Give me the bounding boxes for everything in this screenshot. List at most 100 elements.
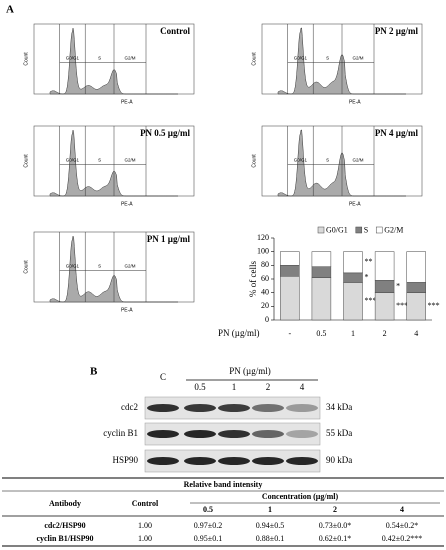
band — [218, 430, 250, 438]
y-axis-label: % of cells — [248, 261, 258, 297]
table-cell: 0.73±0.0* — [319, 521, 351, 530]
table-cell: Concentration (µg/ml) — [262, 492, 339, 501]
y-tick-label: 100 — [257, 246, 269, 255]
row-label: HSP90 — [112, 455, 138, 465]
table-cell: 4 — [400, 505, 404, 514]
significance-label: * — [364, 272, 368, 281]
table-cell: Antibody — [49, 499, 81, 508]
band — [286, 457, 318, 465]
y-tick-label: 120 — [257, 233, 269, 242]
x-axis-label: PE-A — [121, 99, 133, 105]
row-label: cyclin B1 — [103, 428, 138, 438]
band — [184, 430, 216, 438]
band — [218, 404, 250, 412]
bar-segment — [311, 277, 332, 321]
gate-label: G0/G1 — [66, 264, 80, 269]
significance-label: *** — [396, 301, 408, 310]
gate-label: G2/M — [352, 158, 363, 163]
bar-segment — [374, 292, 395, 321]
gate-label: G0/G1 — [66, 56, 80, 61]
table-cell: 0.54±0.2* — [386, 521, 418, 530]
band — [147, 430, 179, 438]
lane-label: 4 — [300, 382, 305, 392]
y-axis-label: Count — [23, 260, 29, 274]
bar-segment — [280, 265, 300, 277]
bar-segment — [311, 251, 332, 267]
bar-segment — [374, 251, 395, 281]
size-label: 55 kDa — [326, 428, 352, 438]
lane-label: 1 — [232, 382, 237, 392]
bar-segment — [280, 276, 300, 321]
table-cell: Relative band intensity — [184, 480, 263, 489]
gate-label: S — [326, 158, 329, 163]
size-label: 34 kDa — [326, 402, 352, 412]
band — [286, 430, 318, 438]
gate-label: S — [98, 264, 101, 269]
y-axis-label: Count — [23, 52, 29, 66]
size-label: 90 kDa — [326, 455, 352, 465]
treatment-label: PN (µg/ml) — [229, 366, 270, 376]
bar-segment — [406, 292, 426, 321]
band — [147, 404, 179, 412]
table-cell: 2 — [333, 505, 337, 514]
panel-label: B — [90, 366, 98, 378]
bar-segment — [311, 266, 332, 278]
lane-label: 0.5 — [194, 382, 206, 392]
band — [218, 457, 250, 465]
y-axis-label: Count — [23, 154, 29, 168]
x-axis-label: PN (µg/ml) — [218, 328, 259, 338]
bar-segment — [406, 251, 426, 283]
bar-segment — [343, 282, 363, 321]
lane-label: 2 — [266, 382, 271, 392]
table-cell: 0.95±0.1 — [194, 534, 222, 543]
y-axis-label: Count — [251, 154, 257, 168]
legend-swatch — [355, 226, 363, 234]
x-axis-label: PE-A — [349, 99, 361, 105]
significance-label: * — [396, 281, 400, 290]
legend-swatch — [375, 226, 383, 234]
gate-label: S — [98, 158, 101, 163]
panel-title: Control — [160, 26, 190, 36]
bar-segment — [406, 282, 426, 293]
table-cell: 0.5 — [203, 505, 213, 514]
band — [184, 457, 216, 465]
band — [286, 404, 318, 412]
lane-label: C — [160, 372, 166, 382]
table-cell: 0.94±0.5 — [256, 521, 284, 530]
significance-label: *** — [364, 296, 376, 305]
y-tick-label: 0 — [265, 315, 269, 324]
gate-label: G2/M — [124, 56, 135, 61]
table-cell: 1 — [268, 505, 272, 514]
significance-label: *** — [428, 301, 440, 310]
bar-segment — [280, 251, 300, 266]
x-tick-label: 2 — [383, 329, 387, 338]
table-cell: 0.97±0.2 — [194, 521, 222, 530]
panel-title: PN 1 µg/ml — [147, 234, 191, 244]
band — [252, 404, 284, 412]
x-tick-label: 1 — [351, 329, 355, 338]
gate-label: G0/G1 — [66, 158, 80, 163]
x-axis-label: PE-A — [349, 201, 361, 207]
band — [184, 404, 216, 412]
table-cell: 1.00 — [138, 521, 152, 530]
table-cell: 0.42±0.2*** — [382, 534, 422, 543]
gate-label: G2/M — [124, 264, 135, 269]
y-tick-label: 80 — [261, 260, 269, 269]
table-cell: Control — [132, 499, 159, 508]
x-tick-label: 4 — [414, 329, 418, 338]
bar-segment — [343, 251, 363, 274]
panel-label: A — [6, 4, 14, 16]
x-axis-label: PE-A — [121, 307, 133, 313]
y-axis-label: Count — [251, 52, 257, 66]
x-tick-label: 0.5 — [316, 329, 326, 338]
bar-segment — [343, 272, 363, 283]
legend-label: S — [364, 225, 368, 234]
gate-label: G0/G1 — [294, 158, 308, 163]
band — [147, 457, 179, 465]
legend-label: G0/G1 — [326, 225, 348, 234]
y-tick-label: 40 — [261, 287, 269, 296]
band — [252, 457, 284, 465]
gate-label: S — [326, 56, 329, 61]
panel-title: PN 0.5 µg/ml — [140, 128, 190, 138]
row-label: cdc2 — [121, 402, 138, 412]
